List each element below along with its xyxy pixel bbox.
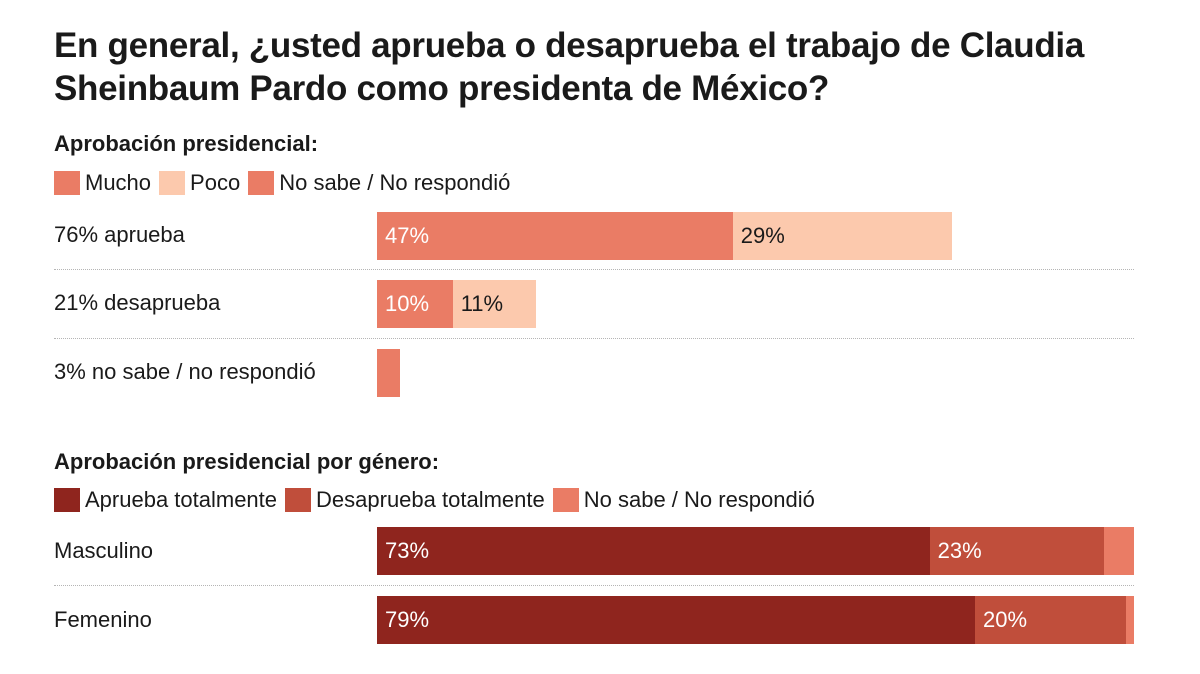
bar-femenino: 79% 20% [377, 596, 1134, 644]
data-label: 29% [740, 223, 785, 248]
legend-item-poco: Poco [159, 170, 240, 196]
data-label: 10% [385, 291, 430, 316]
legend-label-no-sabe: No sabe / No respondió [279, 170, 511, 195]
data-label: 23% [937, 538, 982, 563]
legend-swatch-no-sabe [248, 171, 275, 195]
bar-masculino: 73% 23% [377, 527, 1134, 575]
row-label-femenino: Femenino [54, 607, 152, 632]
legend-swatch-poco [159, 171, 186, 195]
legend-approval: Mucho Poco No sabe / No respondió [54, 170, 518, 196]
bar-segment: 79% [377, 596, 976, 644]
bar-segment: 73% [377, 527, 930, 575]
row-label-aprueba: 76% aprueba [54, 222, 185, 247]
legend-item-desaprueba-totalmente: Desaprueba totalmente [285, 487, 545, 513]
row-divider [54, 338, 1134, 339]
data-label: 20% [983, 607, 1028, 632]
legend-swatch-desaprueba-totalmente [285, 488, 312, 512]
row-label-desaprueba: 21% desaprueba [54, 290, 221, 315]
bar-segment: 20% [975, 596, 1127, 644]
section-title-approval: Aprobación presidencial: [54, 131, 319, 156]
legend-label-desaprueba-totalmente: Desaprueba totalmente [316, 487, 545, 512]
legend-label-no-sabe-genero: No sabe / No respondió [583, 487, 815, 512]
bar-segment: 23% [929, 527, 1104, 575]
bar-segment: 11% [452, 280, 536, 328]
bar-segment: 47% [377, 212, 733, 260]
bar-no-sabe [377, 349, 1134, 397]
data-label: 79% [385, 607, 430, 632]
legend-item-no-sabe-genero: No sabe / No respondió [552, 487, 815, 513]
row-divider [54, 269, 1134, 270]
legend-swatch-mucho [54, 171, 80, 195]
legend-gender: Aprueba totalmente Desaprueba totalmente… [54, 487, 823, 513]
row-divider [54, 585, 1134, 586]
legend-label-aprueba-totalmente: Aprueba totalmente [85, 487, 278, 512]
row-label-no-sabe: 3% no sabe / no respondió [54, 359, 316, 384]
chart-title: En general, ¿usted aprueba o desaprueba … [54, 26, 1085, 108]
legend-swatch-aprueba-totalmente [54, 488, 80, 512]
legend-label-mucho: Mucho [85, 170, 152, 195]
bar-segment: 10% [377, 280, 453, 328]
bar-segment [377, 349, 400, 397]
data-label: 73% [385, 538, 430, 563]
bar-segment [1126, 596, 1134, 644]
bar-aprueba: 47% 29% [377, 212, 1134, 260]
row-label-masculino: Masculino [54, 538, 154, 563]
legend-item-no-sabe: No sabe / No respondió [248, 170, 510, 196]
bar-segment: 29% [732, 212, 953, 260]
bar-segment [1103, 527, 1134, 575]
legend-swatch-no-sabe-genero [552, 488, 579, 512]
data-label: 47% [385, 223, 430, 248]
data-label: 11% [460, 291, 504, 316]
legend-item-aprueba-totalmente: Aprueba totalmente [54, 487, 277, 513]
bar-desaprueba: 10% 11% [377, 280, 1134, 328]
section-title-gender: Aprobación presidencial por género: [54, 449, 440, 474]
legend-label-poco: Poco [190, 170, 241, 195]
legend-item-mucho: Mucho [54, 170, 151, 196]
